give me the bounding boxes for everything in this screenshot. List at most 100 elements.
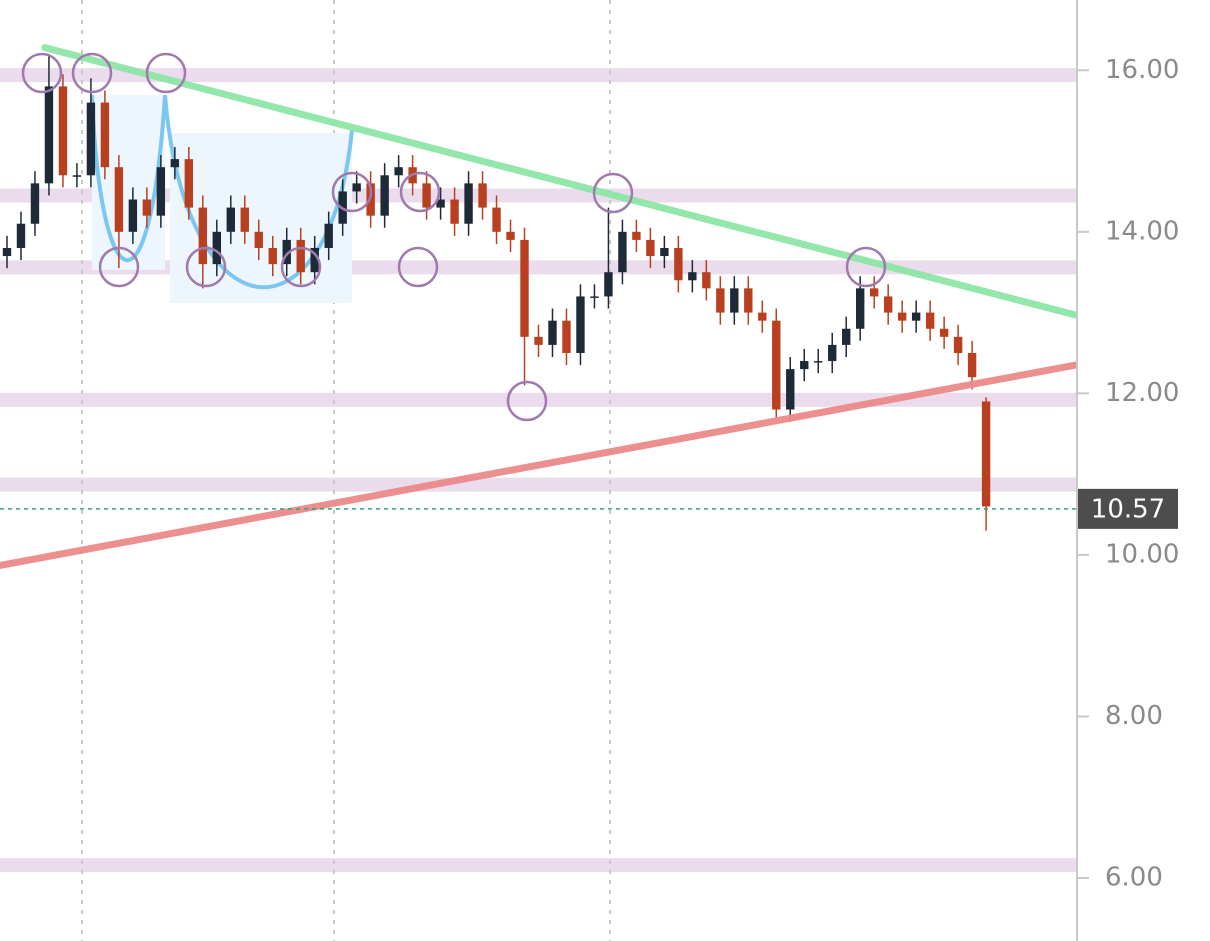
pivot-circle [185, 246, 227, 288]
candle-body [758, 312, 767, 321]
candle-body [450, 199, 459, 224]
candle-body [856, 288, 865, 329]
candle-body [240, 207, 249, 232]
candle-body [128, 199, 138, 232]
candle-body [911, 312, 921, 321]
pivot-circles [21, 52, 887, 422]
candle-body [296, 239, 305, 273]
candle-body [268, 247, 277, 265]
candle-body [44, 86, 54, 184]
candle-body [380, 175, 389, 216]
last-price-tag [1078, 488, 1178, 529]
candle-body [394, 167, 403, 176]
candle-body [170, 159, 180, 168]
candle-body [967, 352, 977, 378]
candle-body [562, 320, 571, 353]
candle-body [142, 199, 152, 216]
pivot-circle [71, 52, 113, 94]
candle-body [646, 239, 655, 257]
candle-body [254, 231, 263, 248]
candle-body [800, 361, 809, 370]
pivot-circle [592, 172, 634, 214]
candle-body [716, 288, 725, 313]
candle-body [156, 167, 166, 216]
trendline [41, 44, 1080, 319]
pivot-circle [506, 380, 548, 422]
candle-body [184, 159, 194, 208]
candle-body [828, 344, 837, 362]
y-tick-label: 10.00 [1105, 539, 1179, 569]
vertical-grid [81, 0, 611, 941]
lines [0, 44, 1080, 569]
candle-body [478, 183, 487, 208]
candle-body [548, 320, 557, 345]
candle-body [897, 312, 907, 321]
level-band [0, 392, 1077, 407]
candle-body [100, 102, 110, 168]
pivot-circle [397, 246, 439, 288]
candle-body [618, 231, 627, 273]
candle-body [953, 336, 963, 353]
level-band [0, 477, 1077, 492]
candle-body [604, 272, 613, 297]
candle-body [688, 272, 697, 281]
candle-body [772, 320, 781, 410]
candle-body [590, 296, 599, 298]
pivot-circle [331, 171, 373, 213]
candle-body [72, 175, 82, 177]
candles [2, 54, 991, 531]
candle-body [814, 361, 823, 363]
candle-body [744, 288, 753, 313]
candle-body [925, 312, 935, 329]
cup-curve [163, 94, 354, 290]
cup-fill [170, 133, 352, 303]
y-tick-label: 14.00 [1105, 216, 1179, 246]
candle-body [310, 247, 319, 273]
price-axis: 16.00 14.00 12.00 10.00 8.00 6.00 10.57 [1076, 0, 1210, 941]
candle-body [674, 247, 683, 281]
candle-body [436, 199, 445, 208]
last-price-label: 10.57 [1091, 494, 1165, 524]
y-tick-label: 6.00 [1105, 862, 1163, 892]
candle-body [702, 272, 711, 289]
candle-body [86, 102, 96, 176]
candle-body [576, 296, 585, 353]
y-tick-label: 8.00 [1105, 701, 1163, 731]
candle-body [58, 86, 68, 176]
y-tick-label: 12.00 [1105, 378, 1179, 408]
candle-body [114, 167, 124, 232]
candle-body [212, 231, 221, 265]
candle-body [520, 239, 529, 337]
candle-body [506, 231, 515, 240]
candle-body [2, 247, 12, 257]
candle-body [226, 207, 235, 232]
candle-body [30, 183, 40, 224]
candle-body [352, 183, 361, 192]
pivot-circle [145, 52, 187, 94]
level-band [0, 858, 1077, 873]
candle-body [632, 231, 641, 240]
pivot-circle [845, 246, 887, 288]
trendline [0, 361, 1080, 569]
candle-body [842, 328, 851, 345]
pivot-circle [98, 246, 140, 288]
y-tick-label: 16.00 [1105, 55, 1179, 85]
level-band [0, 68, 1077, 83]
axis-background [1078, 0, 1210, 941]
candle-body [198, 207, 208, 265]
candle-body [492, 207, 501, 232]
candle-body [660, 247, 669, 257]
candle-body [730, 288, 739, 313]
pivot-circle [399, 171, 441, 213]
candle-body [324, 223, 333, 248]
candle-body [786, 369, 795, 410]
candle-body [869, 288, 879, 297]
candle-body [282, 239, 291, 265]
candle-body [464, 183, 473, 224]
pivot-circle [280, 246, 322, 288]
candle-body [16, 223, 26, 248]
candle-body [883, 296, 893, 313]
pivot-circle [21, 52, 63, 94]
